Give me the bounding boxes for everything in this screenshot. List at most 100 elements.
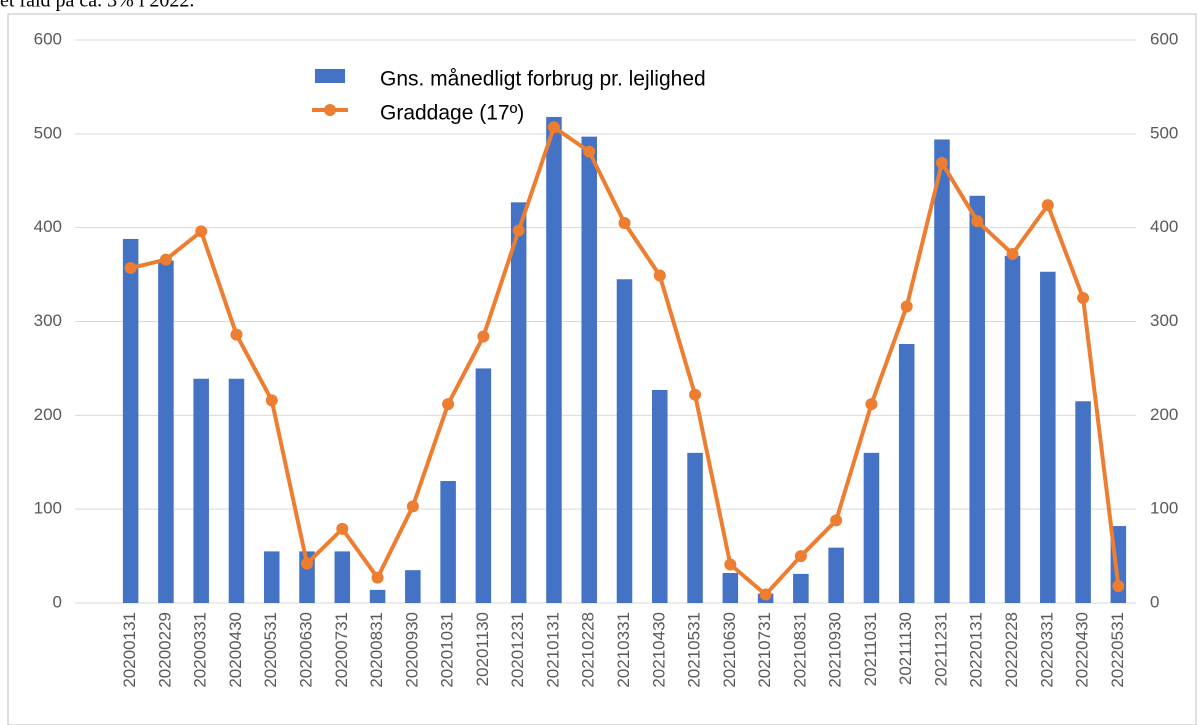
bar — [1040, 271, 1056, 603]
x-tick-label: 20210630 — [720, 612, 739, 688]
bar — [228, 378, 245, 603]
x-tick-label: 20200430 — [226, 612, 245, 688]
bar — [193, 378, 209, 603]
bar — [616, 279, 633, 603]
line-marker — [865, 398, 878, 411]
line-marker — [794, 550, 807, 563]
legend-label: Graddage (17º) — [380, 102, 524, 125]
bar — [334, 551, 351, 603]
caption: et fald på ca. 3% i 2022. — [0, 0, 194, 12]
chart-frame — [7, 13, 1197, 725]
x-tick-label: 20201031 — [438, 612, 457, 688]
x-tick-label: 20220430 — [1073, 612, 1092, 688]
y2-tick-label: 0 — [1150, 592, 1159, 611]
x-tick-label: 20220131 — [967, 612, 986, 688]
line-marker — [230, 328, 243, 341]
y2-tick-label: 400 — [1150, 217, 1178, 236]
line-marker — [935, 156, 948, 169]
x-tick-label: 20200229 — [155, 612, 174, 688]
y2-tick-label: 600 — [1150, 29, 1178, 48]
y-tick-label: 600 — [34, 29, 62, 48]
x-tick-label: 20200630 — [297, 612, 316, 688]
bar — [1004, 255, 1021, 604]
x-tick-label: 20200731 — [332, 612, 351, 688]
x-tick-label: 20210430 — [649, 612, 668, 688]
bar — [263, 551, 280, 603]
line-marker — [830, 514, 843, 527]
x-tick-label: 20210930 — [826, 612, 845, 688]
y-tick-label: 300 — [34, 311, 62, 330]
bar — [687, 452, 703, 603]
bar — [122, 238, 139, 603]
line-marker — [301, 557, 314, 570]
x-tick-label: 20200531 — [261, 612, 280, 688]
bar — [898, 344, 915, 603]
line-marker — [1077, 292, 1090, 305]
bar — [722, 572, 739, 603]
x-tick-label: 20210131 — [543, 612, 562, 688]
legend-label: Gns. månedligt forbrug pr. lejlighed — [380, 68, 706, 91]
line-marker — [971, 215, 984, 228]
line-marker — [900, 300, 913, 313]
y2-tick-label: 500 — [1150, 123, 1178, 142]
bar — [969, 195, 986, 603]
x-tick-label: 20220331 — [1037, 612, 1056, 688]
x-tick-label: 20211130 — [896, 612, 915, 685]
bar — [440, 481, 456, 603]
y2-tick-label: 200 — [1150, 405, 1178, 424]
legend-swatch — [324, 104, 336, 116]
bar — [546, 116, 562, 604]
y-tick-label: 400 — [34, 217, 62, 236]
x-tick-label: 20220531 — [1108, 612, 1127, 688]
line-marker — [512, 224, 525, 237]
line-marker — [124, 262, 137, 275]
bar — [475, 368, 492, 603]
bar — [581, 136, 597, 604]
line-marker — [336, 522, 349, 535]
x-tick-label: 20210531 — [685, 612, 704, 688]
bar — [793, 573, 809, 603]
line-marker — [1041, 199, 1054, 212]
line-marker — [653, 269, 666, 282]
bar — [158, 260, 174, 603]
x-tick-label: 20200331 — [191, 612, 210, 688]
x-tick-label: 20201130 — [473, 612, 492, 686]
x-tick-label: 20210331 — [614, 612, 633, 688]
bar — [369, 589, 386, 603]
bar — [405, 570, 421, 603]
line-marker — [477, 330, 490, 343]
bar — [828, 547, 844, 603]
line-marker — [618, 216, 631, 229]
line-marker — [195, 225, 208, 238]
x-tick-label: 20200131 — [120, 612, 139, 688]
x-tick-label: 20210731 — [755, 612, 774, 688]
x-tick-label: 20200831 — [367, 612, 386, 688]
y-tick-label: 500 — [34, 123, 62, 142]
line-marker — [406, 500, 419, 513]
bar — [652, 389, 668, 603]
line-marker — [724, 558, 737, 571]
y-tick-label: 0 — [53, 592, 62, 611]
bar — [1075, 401, 1091, 603]
bar — [934, 139, 950, 604]
y2-tick-label: 100 — [1150, 499, 1178, 518]
x-tick-label: 20200930 — [402, 612, 421, 688]
x-tick-label: 20210831 — [790, 612, 809, 688]
line-marker — [583, 145, 596, 158]
y2-tick-label: 300 — [1150, 311, 1178, 330]
line-marker — [547, 121, 560, 134]
line-marker — [759, 588, 772, 601]
line-marker — [1112, 580, 1125, 593]
line-marker — [371, 571, 384, 584]
line-marker — [442, 398, 455, 411]
line-marker — [689, 388, 702, 401]
line-marker — [1006, 247, 1019, 260]
bar — [863, 452, 880, 603]
y-tick-label: 200 — [34, 405, 62, 424]
y-tick-label: 100 — [34, 499, 62, 518]
x-tick-label: 20210228 — [579, 612, 598, 688]
x-tick-label: 20211031 — [861, 612, 880, 686]
legend-swatch — [315, 69, 345, 83]
bar — [510, 202, 527, 603]
